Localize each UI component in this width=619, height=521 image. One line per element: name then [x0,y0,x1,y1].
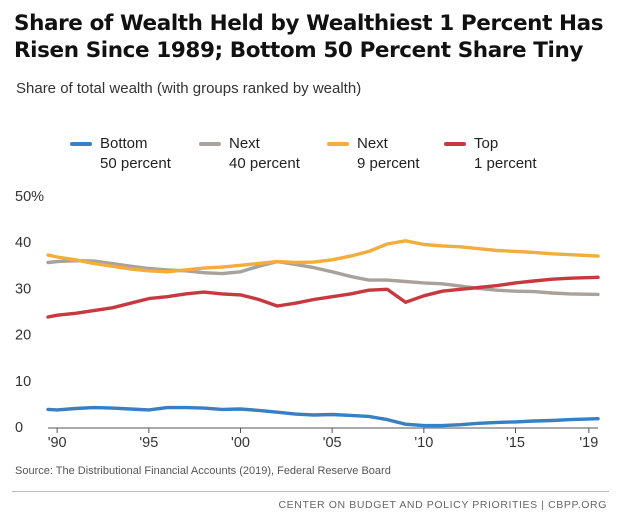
chart-title: Share of Wealth Held by Wealthiest 1 Per… [14,10,609,64]
series-line-next-9 [46,239,600,274]
legend-label-line2: 40 percent [229,155,300,172]
series-line-top-1 [46,275,600,319]
legend-label-line1: Bottom [100,135,148,152]
line-chart: 0 10 20 30 40 50% '90 '95 '00 '05 '10 '15 '19 [15,189,600,451]
x-tick-label: '00 [231,435,250,451]
y-tick-label: 20 [15,328,31,344]
legend-label-line1: Next [357,135,388,152]
chart-title-line1: Share of Wealth Held by Wealthiest 1 Per… [14,11,604,36]
y-tick-label: 0 [15,420,23,436]
legend-swatch-next-9 [327,142,349,146]
chart-title-line2: Risen Since 1989; Bottom 50 Percent Shar… [14,38,584,63]
y-tick-label: 40 [15,235,31,251]
legend-label-top-1: Top 1 percent [474,134,614,174]
legend-swatch-top-1 [444,142,466,146]
x-tick-label: '05 [323,435,342,451]
y-tick-label: 10 [15,374,31,390]
x-tick-label: '95 [139,435,158,451]
legend-label-line1: Top [474,135,499,152]
legend-label-line2: 9 percent [357,155,420,172]
x-tick-label: '10 [414,435,433,451]
legend-label-next-40: Next 40 percent [229,134,369,174]
legend-label-line2: 1 percent [474,155,537,172]
series-line-next-40 [46,259,600,297]
y-tick-label: 30 [15,281,31,297]
legend-label-bottom-50: Bottom 50 percent [100,134,240,174]
y-tick-label: 50% [15,189,44,205]
series-line-bottom-50 [46,405,600,428]
legend-swatch-next-40 [199,142,221,146]
org-credit: CENTER ON BUDGET AND POLICY PRIORITIES |… [278,499,607,511]
footer-divider [12,491,609,492]
x-tick-label: '90 [48,435,67,451]
x-tick-label: '19 [579,435,598,451]
legend-label-next-9: Next 9 percent [357,134,497,174]
legend-label-line2: 50 percent [100,155,171,172]
legend-swatch-bottom-50 [70,142,92,146]
chart-subtitle: Share of total wealth (with groups ranke… [16,80,362,97]
chart-legend: Bottom 50 percent Next 40 percent Next 9… [0,134,619,178]
x-tick-label: '15 [506,435,525,451]
source-note: Source: The Distributional Financial Acc… [15,465,391,477]
legend-label-line1: Next [229,135,260,152]
